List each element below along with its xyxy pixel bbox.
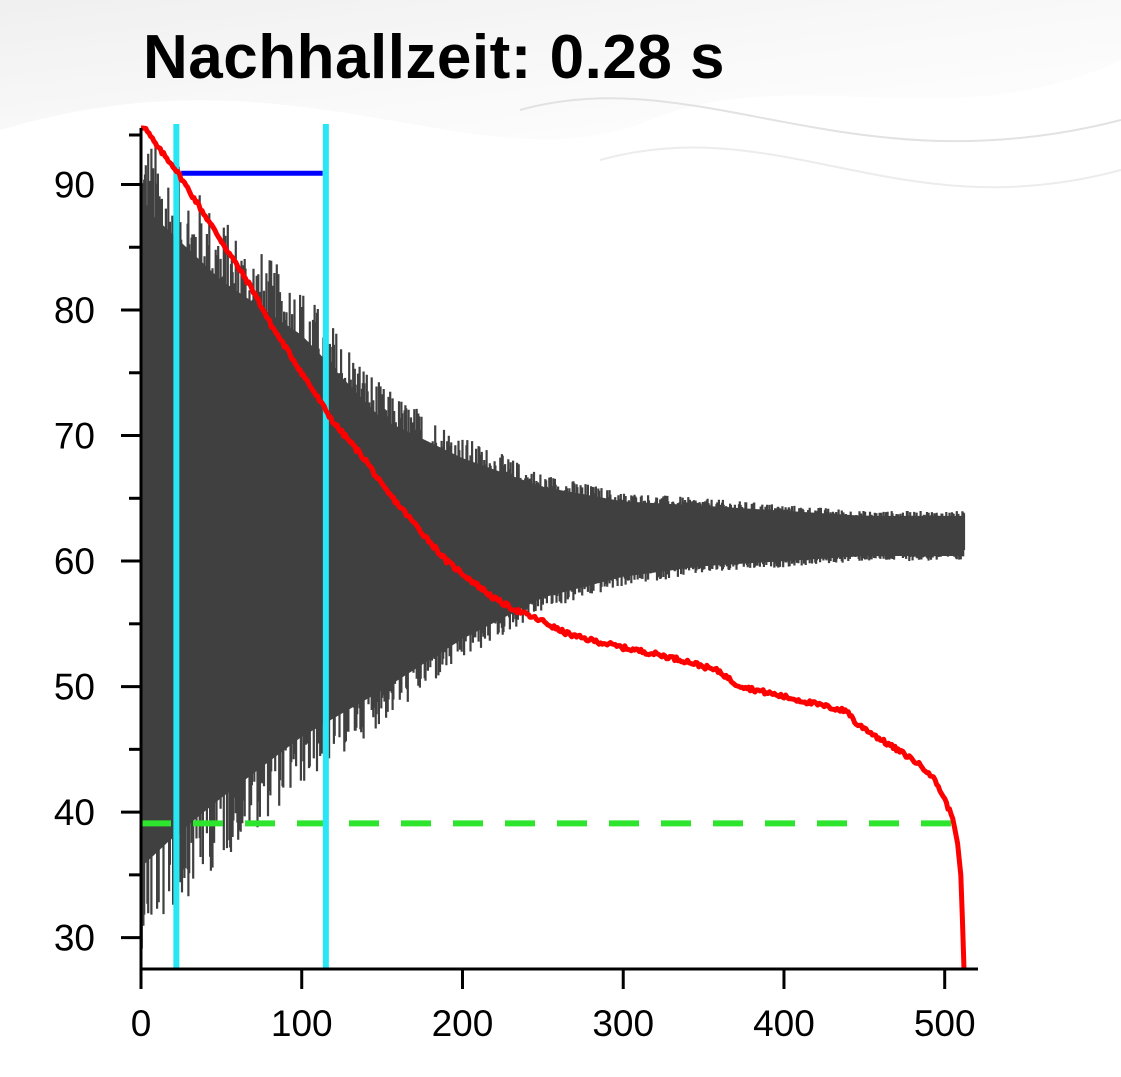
x-tick-label-100: 100 <box>271 1003 333 1044</box>
chart-title: Nachhallzeit: 0.28 s <box>143 23 726 92</box>
signal-envelope-layer <box>141 204 964 868</box>
y-tick-label-60: 60 <box>54 541 95 582</box>
marker-lines-layer <box>173 124 329 969</box>
y-tick-label-80: 80 <box>54 290 95 331</box>
x-tick-label-400: 400 <box>753 1003 815 1044</box>
x-tick-label-0: 0 <box>131 1003 152 1044</box>
x-tick-label-200: 200 <box>432 1003 494 1044</box>
y-tick-label-70: 70 <box>54 416 95 457</box>
x-tick-label-300: 300 <box>592 1003 654 1044</box>
axes-layer: 30 40 50 60 70 80 90 0 100 200 300 400 500 <box>54 128 978 1044</box>
y-tick-label-40: 40 <box>54 792 95 833</box>
decay-curve <box>140 125 967 970</box>
y-tick-label-90: 90 <box>54 164 95 205</box>
y-tick-label-50: 50 <box>54 667 95 708</box>
signal-core <box>141 204 964 868</box>
y-tick-label-30: 30 <box>54 918 95 959</box>
decay-curve-layer <box>140 125 967 970</box>
x-tick-label-500: 500 <box>914 1003 976 1044</box>
